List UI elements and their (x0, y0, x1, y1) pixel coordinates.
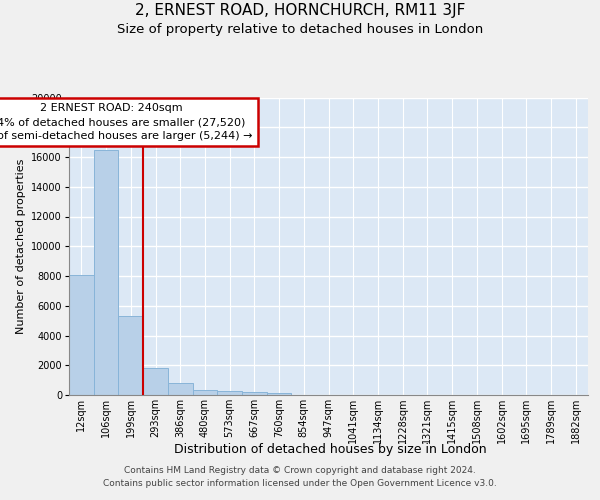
Text: 2 ERNEST ROAD: 240sqm
← 84% of detached houses are smaller (27,520)
16% of semi-: 2 ERNEST ROAD: 240sqm ← 84% of detached … (0, 104, 253, 142)
Bar (267, 393, 292, 395)
Text: Size of property relative to detached houses in London: Size of property relative to detached ho… (117, 22, 483, 36)
Bar (242, 392, 267, 395)
Text: 2, ERNEST ROAD, HORNCHURCH, RM11 3JF: 2, ERNEST ROAD, HORNCHURCH, RM11 3JF (135, 2, 465, 18)
Y-axis label: Number of detached properties: Number of detached properties (16, 158, 26, 334)
Bar (193, 390, 217, 395)
Text: Contains HM Land Registry data © Crown copyright and database right 2024.
Contai: Contains HM Land Registry data © Crown c… (103, 466, 497, 487)
Bar (217, 392, 242, 395)
Bar (94, 150, 118, 395)
Bar (118, 316, 143, 395)
Bar (168, 383, 193, 395)
Bar (143, 368, 168, 395)
Bar (69, 274, 94, 395)
Text: Distribution of detached houses by size in London: Distribution of detached houses by size … (173, 442, 487, 456)
